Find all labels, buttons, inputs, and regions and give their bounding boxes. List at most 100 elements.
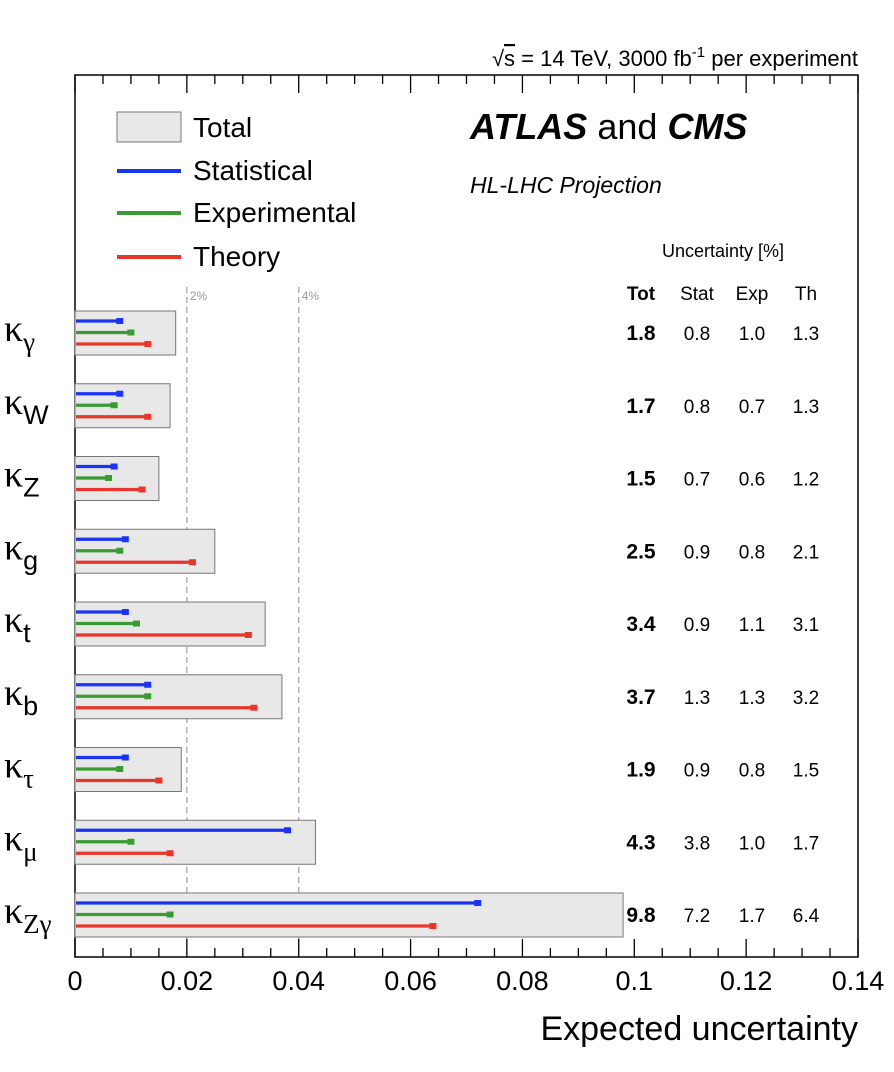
coupling-label-2: κW xyxy=(4,381,49,430)
bar-cap-exp-2 xyxy=(110,402,118,409)
uncertainty-table: 1.8 0.8 1.0 1.3 1.7 0.8 0.7 1.3 1.5 0.7 0.6 1.2 2.5 0… xyxy=(626,322,819,927)
legend-stat-label: Statistical xyxy=(193,155,313,186)
table-cell-2-stat: 0.8 xyxy=(684,397,710,418)
coupling-labels: κγ κW κZ κg κt κb κτ κμ κZγ xyxy=(4,308,52,939)
bar-cap-exp-1 xyxy=(127,329,135,336)
table-cell-2-exp: 0.7 xyxy=(739,397,765,418)
table-cell-1-stat: 0.8 xyxy=(684,324,710,345)
table-cell-4-tot: 2.5 xyxy=(626,540,656,563)
table-cell-6-th: 3.2 xyxy=(793,688,819,709)
table-cell-7-stat: 0.9 xyxy=(684,761,710,782)
table-cell-1-th: 1.3 xyxy=(793,324,819,345)
coupling-label-6: κb xyxy=(4,672,38,721)
x-tick-label-3: 0.04 xyxy=(272,966,325,996)
table-cell-3-tot: 1.5 xyxy=(626,468,656,491)
table-title: Uncertainty [%] xyxy=(662,241,784,261)
bar-cap-th-1 xyxy=(144,341,152,347)
table-col-exp: Exp xyxy=(736,284,769,305)
projection-subtitle: HL-LHC Projection xyxy=(470,172,662,198)
coupling-label-3: κZ xyxy=(4,454,40,503)
table-cell-3-th: 1.2 xyxy=(793,470,819,491)
bar-cap-th-6 xyxy=(250,704,258,711)
coupling-label-9: κZγ xyxy=(4,890,52,939)
table-cell-2-tot: 1.7 xyxy=(626,395,655,418)
legend-total-label: Total xyxy=(193,112,252,143)
legend-exp-label: Experimental xyxy=(193,197,356,228)
table-cell-8-stat: 3.8 xyxy=(684,833,710,854)
coupling-label-7: κτ xyxy=(4,745,34,794)
table-cell-4-stat: 0.9 xyxy=(684,542,710,563)
x-tick-label-1: 0 xyxy=(67,966,82,996)
table-cell-5-stat: 0.9 xyxy=(684,615,710,636)
table-cell-3-exp: 0.6 xyxy=(739,470,765,491)
table-cell-6-exp: 1.3 xyxy=(739,688,765,709)
coupling-label-4: κg xyxy=(4,526,38,575)
table-col-tot: Tot xyxy=(627,284,656,305)
bar-cap-th-4 xyxy=(188,559,196,566)
coupling-label-5: κt xyxy=(4,599,31,648)
energy-luminosity-header: √s = 14 TeV, 3000 fb-1 per experiment xyxy=(492,44,858,71)
bar-cap-stat-4 xyxy=(121,536,129,543)
bar-cap-stat-1 xyxy=(116,318,124,324)
bar-cap-th-9 xyxy=(429,923,437,929)
bar-cap-th-2 xyxy=(144,413,152,420)
table-cell-1-tot: 1.8 xyxy=(626,322,656,345)
bar-cap-stat-5 xyxy=(121,609,129,615)
table-cell-5-th: 3.1 xyxy=(793,615,819,636)
bar-cap-stat-8 xyxy=(284,827,292,834)
legend-th-label: Theory xyxy=(193,241,280,272)
table-cell-7-exp: 0.8 xyxy=(739,761,765,782)
bar-cap-exp-6 xyxy=(144,693,152,700)
table-cell-5-tot: 3.4 xyxy=(626,613,656,636)
table-cell-3-stat: 0.7 xyxy=(684,470,710,491)
table-cell-8-exp: 1.0 xyxy=(739,833,765,854)
x-axis-title: Expected uncertainty xyxy=(540,1010,858,1048)
table-cell-9-th: 6.4 xyxy=(793,906,820,927)
table-cell-8-tot: 4.3 xyxy=(626,831,655,854)
bar-cap-exp-8 xyxy=(127,838,135,845)
bar-cap-th-8 xyxy=(166,850,174,857)
reference-label-2: 4% xyxy=(302,289,320,303)
table-cell-9-stat: 7.2 xyxy=(684,906,710,927)
table-cell-1-exp: 1.0 xyxy=(739,324,765,345)
table-cell-5-exp: 1.1 xyxy=(739,615,765,636)
legend: Total Statistical Experimental Theory xyxy=(116,111,356,272)
table-col-th: Th xyxy=(795,284,817,305)
bar-cap-stat-6 xyxy=(144,681,152,688)
bar-cap-stat-2 xyxy=(116,390,124,397)
bars-group xyxy=(74,310,624,938)
x-tick-label-2: 0.02 xyxy=(161,966,214,996)
bar-total-5 xyxy=(74,601,266,647)
bar-cap-exp-7 xyxy=(116,766,124,772)
table-cell-9-exp: 1.7 xyxy=(739,906,765,927)
bar-cap-exp-5 xyxy=(133,620,141,627)
bar-cap-th-7 xyxy=(155,777,163,784)
table-cell-6-tot: 3.7 xyxy=(626,686,655,709)
table-cell-8-th: 1.7 xyxy=(793,833,819,854)
x-axis: 0 0.02 0.04 0.06 0.08 0.1 0.12 0.14 xyxy=(67,75,884,996)
coupling-label-1: κγ xyxy=(4,308,35,357)
table-cell-7-tot: 1.9 xyxy=(626,759,655,782)
x-tick-label-4: 0.06 xyxy=(384,966,437,996)
bar-cap-stat-3 xyxy=(110,463,118,470)
bar-cap-exp-4 xyxy=(116,547,124,554)
legend-total-swatch xyxy=(116,111,182,143)
table-cell-4-th: 2.1 xyxy=(793,542,819,563)
x-tick-label-8: 0.14 xyxy=(832,966,885,996)
table-col-stat: Stat xyxy=(680,284,715,305)
reference-label-1: 2% xyxy=(190,289,208,303)
x-tick-label-6: 0.1 xyxy=(616,966,654,996)
table-cell-7-th: 1.5 xyxy=(793,761,819,782)
bar-cap-th-3 xyxy=(138,486,146,493)
experiment-label: ATLAS and CMS xyxy=(469,106,747,147)
bar-cap-stat-7 xyxy=(121,754,129,761)
bar-cap-th-5 xyxy=(244,632,252,638)
bar-cap-exp-9 xyxy=(166,911,174,918)
x-tick-label-7: 0.12 xyxy=(720,966,773,996)
table-cell-6-stat: 1.3 xyxy=(684,688,710,709)
coupling-label-8: κμ xyxy=(4,817,38,866)
table-cell-4-exp: 0.8 xyxy=(739,542,765,563)
bar-cap-exp-3 xyxy=(105,475,113,481)
x-tick-label-5: 0.08 xyxy=(496,966,549,996)
